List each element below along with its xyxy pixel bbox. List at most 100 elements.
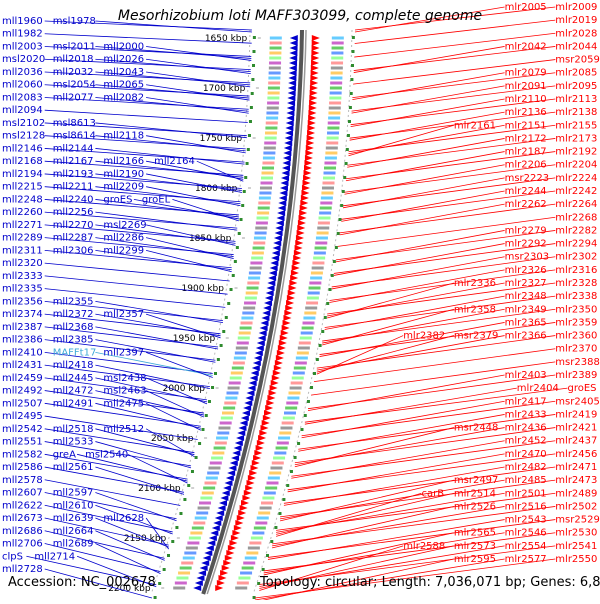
gene-label-mll2472[interactable]: mll2472 (53, 386, 94, 397)
gene-label-mll2385[interactable]: mll2385 (53, 335, 94, 346)
gene-label-mlr2268[interactable]: mlr2268 (555, 212, 597, 223)
gene-label-msl2463[interactable]: msl2463 (103, 386, 146, 397)
gene-label-msr2059[interactable]: msr2059 (555, 55, 600, 66)
gene-label-mlr2326[interactable]: mlr2326 (505, 265, 547, 276)
gene-label-mll2260[interactable]: mll2260 (2, 207, 43, 218)
gene-label-msl2011[interactable]: msl2011 (53, 41, 96, 52)
gene-label-mll2607[interactable]: mll2607 (2, 488, 43, 499)
gene-label-mlr2473[interactable]: mlr2473 (555, 475, 597, 486)
gene-label-mll2320[interactable]: mll2320 (2, 258, 43, 269)
gene-label-mlr2009[interactable]: mlr2009 (555, 2, 597, 13)
gene-label-mll2355[interactable]: mll2355 (53, 296, 94, 307)
gene-label-mll2311[interactable]: mll2311 (2, 245, 43, 256)
gene-label-mlr2470[interactable]: mlr2470 (505, 449, 547, 460)
gene-label-mll2168[interactable]: mll2168 (2, 156, 43, 167)
gene-label-mll2561[interactable]: mll2561 (53, 462, 94, 473)
gene-label-mlr2336[interactable]: mlr2336 (454, 278, 496, 289)
gene-label-msr2448[interactable]: msr2448 (454, 423, 499, 434)
gene-label-mll2374[interactable]: mll2374 (2, 309, 43, 320)
gene-label-mlr2113[interactable]: mlr2113 (555, 94, 597, 105)
gene-label-mlr2554[interactable]: mlr2554 (505, 541, 547, 552)
gene-label-mll2211[interactable]: mll2211 (53, 182, 94, 193)
gene-label-mlr2282[interactable]: mlr2282 (555, 225, 597, 236)
gene-label-mlr2204[interactable]: mlr2204 (555, 160, 597, 171)
gene-label-mlr2485[interactable]: mlr2485 (505, 475, 547, 486)
gene-label-groES[interactable]: groES (568, 383, 597, 394)
gene-label-mll2287[interactable]: mll2287 (53, 233, 94, 244)
gene-label-msl2438[interactable]: msl2438 (103, 373, 146, 384)
gene-label-mll2706[interactable]: mll2706 (2, 539, 43, 550)
gene-label-msl8614[interactable]: msl8614 (53, 131, 96, 142)
gene-label-msl2540[interactable]: msl2540 (85, 449, 128, 460)
gene-label-mlr2151[interactable]: mlr2151 (505, 120, 547, 131)
gene-label-mll2000[interactable]: mll2000 (103, 41, 144, 52)
gene-label-mll2333[interactable]: mll2333 (2, 271, 43, 282)
gene-label-mll2586[interactable]: mll2586 (2, 462, 43, 473)
gene-label-mll2475[interactable]: mll2475 (103, 398, 144, 409)
gene-label-mll2306[interactable]: mll2306 (53, 245, 94, 256)
gene-label-msr2388[interactable]: msr2388 (555, 357, 600, 368)
gene-label-mll2386[interactable]: mll2386 (2, 335, 43, 346)
gene-label-msr2223[interactable]: msr2223 (505, 173, 550, 184)
gene-label-mlr2294[interactable]: mlr2294 (555, 239, 597, 250)
gene-label-mlr2546[interactable]: mlr2546 (505, 528, 547, 539)
gene-label-mll2551[interactable]: mll2551 (2, 437, 43, 448)
gene-label-mlr2482[interactable]: mlr2482 (505, 462, 547, 473)
gene-label-mlr2095[interactable]: mlr2095 (555, 81, 597, 92)
gene-label-mlr2514[interactable]: mlr2514 (454, 488, 496, 499)
gene-label-msl2102[interactable]: msl2102 (2, 118, 45, 129)
gene-label-mlr2417[interactable]: mlr2417 (505, 396, 547, 407)
gene-label-mll2492[interactable]: mll2492 (2, 386, 43, 397)
gene-label-mlr2595[interactable]: mlr2595 (454, 554, 496, 565)
gene-label-mll1960[interactable]: mll1960 (2, 16, 43, 27)
gene-label-mlr2541[interactable]: mlr2541 (555, 541, 597, 552)
gene-label-mlr2516[interactable]: mlr2516 (505, 501, 547, 512)
gene-label-mll2689[interactable]: mll2689 (53, 539, 94, 550)
gene-label-mll1982[interactable]: mll1982 (2, 29, 43, 40)
gene-label-mll2686[interactable]: mll2686 (2, 526, 43, 537)
gene-label-mlr2389[interactable]: mlr2389 (555, 370, 597, 381)
gene-label-mlr2526[interactable]: mlr2526 (454, 501, 496, 512)
gene-label-mll2410[interactable]: mll2410 (2, 347, 43, 358)
gene-label-mlr2044[interactable]: mlr2044 (555, 41, 597, 52)
gene-label-mll2060[interactable]: mll2060 (2, 80, 43, 91)
gene-label-mlr2224[interactable]: mlr2224 (555, 173, 597, 184)
gene-label-mlr2382[interactable]: mlr2382 (403, 331, 445, 342)
gene-label-mlr2501[interactable]: mlr2501 (505, 488, 547, 499)
gene-label-mlr2437[interactable]: mlr2437 (555, 436, 597, 447)
gene-label-mll2542[interactable]: mll2542 (2, 424, 43, 435)
gene-label-mlr2550[interactable]: mlr2550 (555, 554, 597, 565)
gene-label-mll2193[interactable]: mll2193 (53, 169, 94, 180)
gene-label-mlr2138[interactable]: mlr2138 (555, 107, 597, 118)
gene-label-mlr2456[interactable]: mlr2456 (555, 449, 597, 460)
gene-label-mlr2436[interactable]: mlr2436 (505, 423, 547, 434)
gene-label-mll2240[interactable]: mll2240 (53, 194, 94, 205)
gene-label-mll2335[interactable]: mll2335 (2, 284, 43, 295)
gene-label-mll2215[interactable]: mll2215 (2, 182, 43, 193)
gene-label-mll2495[interactable]: mll2495 (2, 411, 43, 422)
gene-label-mlr2366[interactable]: mlr2366 (505, 331, 547, 342)
gene-label-msl2128[interactable]: msl2128 (2, 131, 45, 142)
gene-label-mll2118[interactable]: mll2118 (103, 131, 144, 142)
gene-label-mll2356[interactable]: mll2356 (2, 296, 43, 307)
gene-label-mlr2419[interactable]: mlr2419 (555, 409, 597, 420)
gene-label-mll2167[interactable]: mll2167 (53, 156, 94, 167)
gene-label-mlr2192[interactable]: mlr2192 (555, 147, 597, 158)
gene-label-greA[interactable]: greA (53, 449, 76, 460)
gene-label-mlr2206[interactable]: mlr2206 (505, 160, 547, 171)
gene-label-mlr2085[interactable]: mlr2085 (555, 68, 597, 79)
gene-label-mll2431[interactable]: mll2431 (2, 360, 43, 371)
gene-label-mlr2349[interactable]: mlr2349 (505, 304, 547, 315)
gene-label-mll2610[interactable]: mll2610 (53, 500, 94, 511)
gene-label-mlr2110[interactable]: mlr2110 (505, 94, 547, 105)
gene-label-mlr2264[interactable]: mlr2264 (555, 199, 597, 210)
gene-label-msr2529[interactable]: msr2529 (555, 515, 600, 526)
gene-label-mlr2242[interactable]: mlr2242 (555, 186, 597, 197)
gene-label-mlr2019[interactable]: mlr2019 (555, 15, 597, 26)
gene-label-mll2146[interactable]: mll2146 (2, 143, 43, 154)
gene-label-carB[interactable]: carB (422, 488, 445, 499)
gene-label-mll2256[interactable]: mll2256 (53, 207, 94, 218)
gene-label-mll2032[interactable]: mll2032 (53, 67, 94, 78)
gene-label-mlr2359[interactable]: mlr2359 (555, 317, 597, 328)
gene-label-msl1978[interactable]: msl1978 (53, 16, 96, 27)
